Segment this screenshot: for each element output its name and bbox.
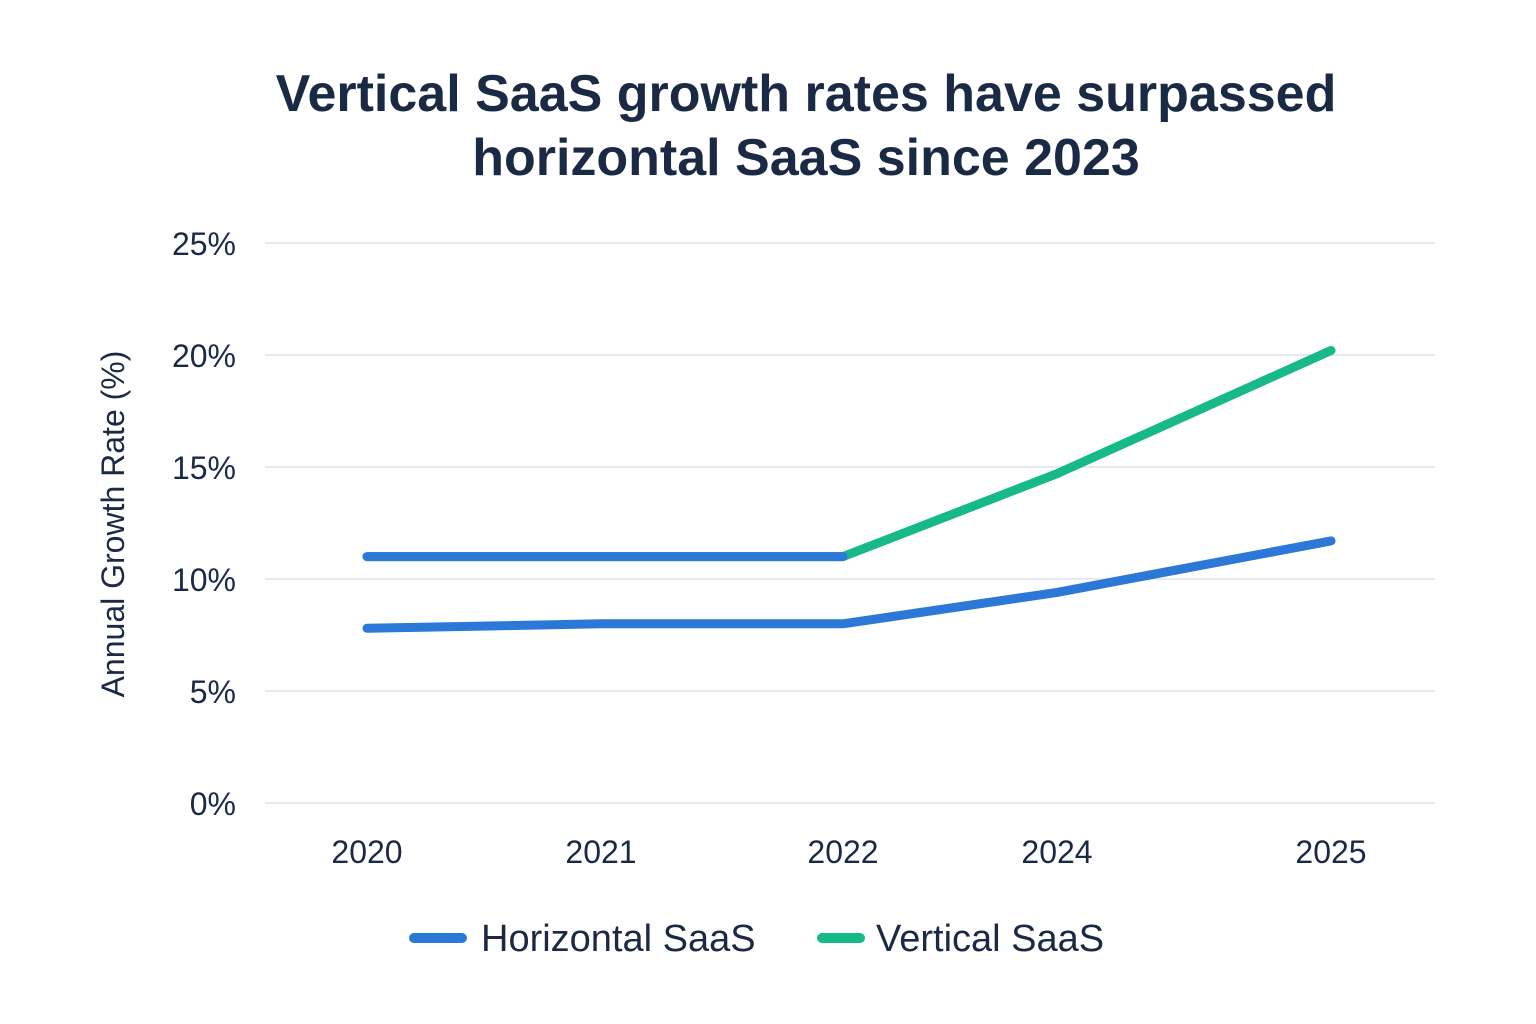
chart-title: Vertical SaaS growth rates have surpasse… (275, 65, 1337, 187)
y-tick-label: 15% (172, 450, 236, 486)
x-tick-label: 2025 (1295, 834, 1366, 870)
y-tick-label: 25% (172, 226, 236, 262)
y-axis-title: Annual Growth Rate (%) (95, 351, 131, 698)
legend-label: Vertical SaaS (876, 918, 1104, 960)
x-axis-ticks: 2020 2021 2022 2024 2025 (331, 834, 1366, 870)
x-tick-label: 2021 (565, 834, 636, 870)
x-tick-label: 2024 (1021, 834, 1092, 870)
y-tick-label: 0% (190, 786, 236, 822)
x-tick-label: 2020 (331, 834, 402, 870)
legend-label: Horizontal SaaS (481, 918, 756, 960)
x-tick-label: 2022 (807, 834, 878, 870)
y-axis-ticks: 0% 5% 10% 15% 20% 25% (172, 226, 236, 822)
y-tick-label: 20% (172, 338, 236, 374)
gridlines (265, 242, 1435, 804)
series-line-horizontal-saas (362, 536, 1336, 633)
y-tick-label: 5% (190, 674, 236, 710)
y-tick-label: 10% (172, 562, 236, 598)
legend: Horizontal SaaS Vertical SaaS (409, 918, 1104, 960)
series-line-vertical-saas (362, 346, 1336, 562)
chart-title-area: Vertical SaaS growth rates have surpasse… (0, 0, 1536, 200)
series-lines (362, 346, 1336, 633)
